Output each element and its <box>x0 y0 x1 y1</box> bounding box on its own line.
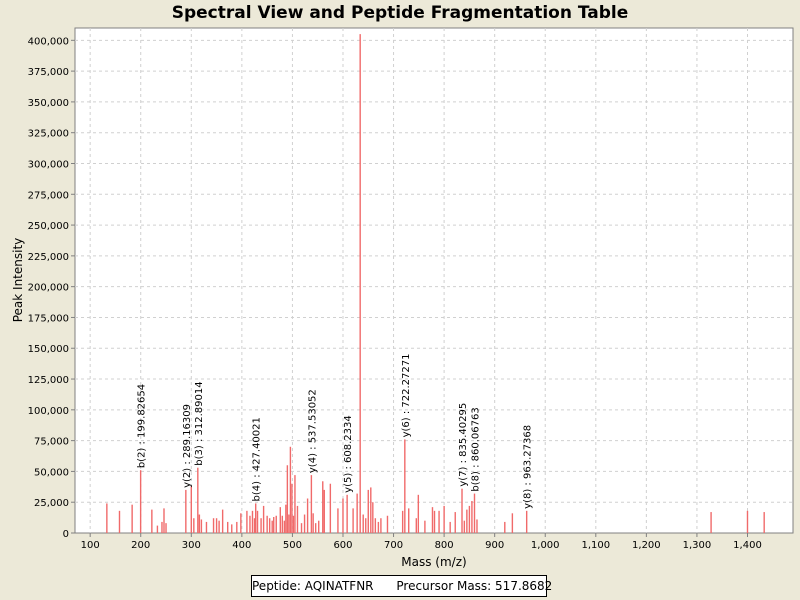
peptide-label: Peptide: <box>252 579 301 593</box>
peptide-sequence: AQINATFNR <box>304 579 374 593</box>
y-tick-label: 75,000 <box>34 437 69 448</box>
x-tick-label: 1,400 <box>733 540 762 551</box>
y-tick-label: 325,000 <box>28 129 69 140</box>
y-tick-label: 350,000 <box>28 98 69 109</box>
peaks <box>106 34 765 533</box>
x-tick-label: 500 <box>283 540 302 551</box>
precursor-mass: 517.8682 <box>495 579 553 593</box>
peak-annotation-label: b(3) : 312.89014 <box>194 381 205 465</box>
precursor-label: Precursor Mass: <box>396 579 492 593</box>
x-tick-label: 1,100 <box>581 540 610 551</box>
grid <box>75 28 793 533</box>
y-tick-label: 375,000 <box>28 67 69 78</box>
peak-annotation-label: y(7) : 835.40295 <box>458 403 469 487</box>
y-tick-label: 250,000 <box>28 221 69 232</box>
x-tick-label: 1,000 <box>531 540 560 551</box>
y-tick-label: 50,000 <box>34 467 69 478</box>
peak-annotation-label: b(4) : 427.40021 <box>252 417 263 501</box>
x-tick-label: 900 <box>485 540 504 551</box>
x-axis-label: Mass (m/z) <box>401 555 466 569</box>
x-tick-label: 1,200 <box>632 540 661 551</box>
y-tick-label: 25,000 <box>34 498 69 509</box>
y-tick-label: 0 <box>63 529 69 540</box>
y-tick-label: 400,000 <box>28 36 69 47</box>
peptide-legend: Peptide: AQINATFNR Precursor Mass: 517.8… <box>251 575 552 597</box>
y-tick-label: 125,000 <box>28 375 69 386</box>
peak-annotation-label: b(8) : 860.06763 <box>471 407 482 491</box>
peak-annotation-label: y(8) : 963.27368 <box>523 425 534 509</box>
y-tick-label: 300,000 <box>28 159 69 170</box>
x-tick-label: 100 <box>81 540 100 551</box>
y-tick-label: 150,000 <box>28 344 69 355</box>
x-tick-label: 400 <box>232 540 251 551</box>
x-tick-label: 800 <box>435 540 454 551</box>
x-tick-label: 200 <box>131 540 150 551</box>
chart-title: Spectral View and Peptide Fragmentation … <box>171 3 629 23</box>
peak-annotation-label: y(4) : 537.53052 <box>307 389 318 473</box>
x-tick-label: 700 <box>384 540 403 551</box>
axes: 0 25,000 50,000 75,000 100,000 125,000 150,000… <box>28 36 762 551</box>
peak-annotations: b(2) : 199.82654 y(2) : 289.16309 b(3) : 3… <box>137 353 534 508</box>
peak-annotation-label: b(2) : 199.82654 <box>137 384 148 468</box>
peak-annotation-label: y(6) : 722.27271 <box>401 353 412 437</box>
y-tick-label: 100,000 <box>28 406 69 417</box>
plot-area <box>74 27 794 534</box>
x-tick-label: 1,300 <box>683 540 712 551</box>
y-axis-label: Peak Intensity <box>11 238 25 323</box>
x-tick-label: 300 <box>182 540 201 551</box>
x-tick-label: 600 <box>333 540 352 551</box>
y-tick-label: 275,000 <box>28 190 69 201</box>
y-tick-label: 200,000 <box>28 283 69 294</box>
peak-annotation-label: y(2) : 289.16309 <box>182 404 193 488</box>
peak-annotation-label: y(5) : 608.2334 <box>343 415 354 493</box>
y-tick-label: 225,000 <box>28 252 69 263</box>
y-tick-label: 175,000 <box>28 313 69 324</box>
